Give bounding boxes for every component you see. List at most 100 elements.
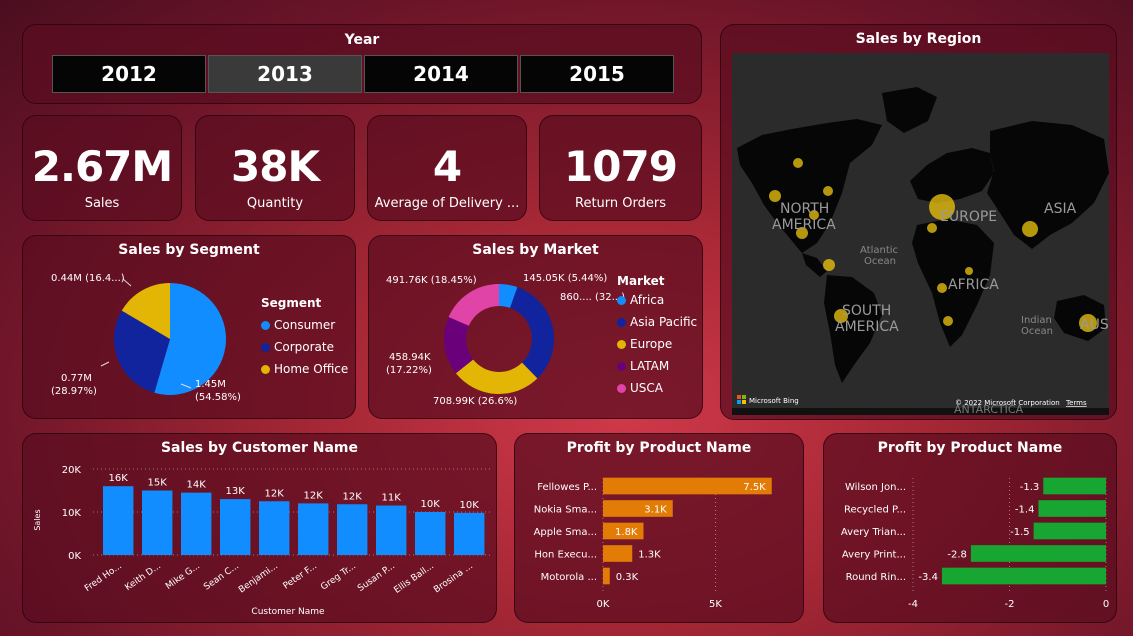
legend-label: LATAM	[630, 359, 670, 373]
profit-bar[interactable]	[941, 567, 1106, 585]
customer-bar[interactable]	[181, 492, 212, 555]
kpi-returns-label: Return Orders	[575, 196, 666, 211]
profit-bar[interactable]	[603, 500, 673, 517]
donut-slice-asia-pacific[interactable]	[510, 287, 554, 379]
profit-bar[interactable]	[603, 545, 633, 562]
y-category-label: Motorola ...	[541, 572, 597, 583]
leader-line-corporate	[100, 361, 110, 367]
customer-bar[interactable]	[142, 490, 173, 556]
customer-bar[interactable]	[454, 512, 485, 555]
profit-bar[interactable]	[603, 522, 644, 540]
profit-bar[interactable]	[603, 567, 610, 585]
bar-data-label: -1.3	[1020, 482, 1040, 493]
sales-bubble[interactable]	[937, 283, 947, 293]
customer-bar[interactable]	[376, 505, 407, 555]
profit-top-chart-title: Profit by Product Name	[566, 440, 752, 456]
x-category-label: Benjami...	[237, 561, 280, 595]
bar-data-label: -2.8	[947, 550, 967, 561]
map-terms-link[interactable]: Terms	[1065, 399, 1087, 407]
x-category-label: Brosina ...	[432, 561, 475, 595]
kpi-card-delivery: 4 Average of Delivery ...	[367, 115, 527, 221]
label-corporate-value: 0.77M	[61, 373, 92, 384]
sales-bubble[interactable]	[1022, 221, 1038, 237]
legend-item-corporate[interactable]: Corporate	[261, 336, 348, 358]
map-brand: Microsoft Bing	[749, 397, 799, 405]
label-consumer-pct: (54.58%)	[195, 392, 241, 403]
bar-data-label: 1.3K	[638, 550, 661, 561]
profit-bar[interactable]	[1038, 500, 1106, 517]
map-label-north-america-2: AMERICA	[772, 217, 836, 233]
sales-bubble[interactable]	[796, 227, 808, 239]
legend-item-europe[interactable]: Europe	[617, 333, 697, 355]
x-tick-label: 0	[1103, 599, 1109, 610]
customer-bar[interactable]	[220, 499, 251, 555]
sales-bubble[interactable]	[929, 194, 955, 220]
bar-data-label: 0.3K	[616, 572, 639, 583]
x-tick-label: 5K	[709, 599, 722, 610]
segment-chart-card: Sales by Segment 0.44M (16.4...) 0.77M (…	[22, 235, 356, 419]
pie-slice-consumer[interactable]	[154, 283, 226, 395]
legend-dot	[617, 317, 626, 327]
profit-bar[interactable]	[970, 545, 1106, 562]
sales-bubble[interactable]	[809, 210, 819, 220]
segment-pie-svg: 0.44M (16.4...) 0.77M (28.97%) 1.45M (54…	[51, 273, 241, 403]
customer-chart-card: Sales by Customer Name Sales Customer Na…	[22, 433, 497, 623]
profit-bottom-chart-title: Profit by Product Name	[877, 440, 1063, 456]
legend-dot	[617, 295, 626, 305]
sales-bubble[interactable]	[823, 186, 833, 196]
donut-slice-europe[interactable]	[455, 359, 538, 394]
customer-x-axis-label: Customer Name	[251, 607, 325, 617]
sales-bubble[interactable]	[793, 158, 803, 168]
sales-bubble[interactable]	[834, 309, 848, 323]
profit-bar[interactable]	[1033, 522, 1106, 540]
sales-bubble[interactable]	[927, 223, 937, 233]
x-category-label: Sean C...	[202, 561, 241, 592]
legend-dot	[261, 320, 270, 330]
sales-bubble[interactable]	[769, 190, 781, 202]
year-option-2013[interactable]: 2013	[208, 55, 362, 93]
landmass-north-america	[737, 119, 882, 253]
sales-bubble[interactable]	[823, 259, 835, 271]
donut-slice-usca[interactable]	[448, 284, 499, 326]
x-tick-label: -4	[908, 599, 918, 610]
x-category-label: Fred Ho...	[83, 561, 124, 594]
sales-bubble[interactable]	[943, 316, 953, 326]
profit-bar[interactable]	[1043, 477, 1106, 495]
year-slicer-title: Year	[344, 32, 380, 48]
legend-item-usca[interactable]: USCA	[617, 377, 697, 399]
donut-slice-latam[interactable]	[444, 317, 474, 374]
bar-data-label: 16K	[109, 473, 129, 484]
customer-bar[interactable]	[259, 501, 290, 555]
x-category-label: Greg Tr...	[319, 561, 358, 592]
kpi-card-sales: 2.67M Sales	[22, 115, 182, 221]
year-option-2014[interactable]: 2014	[364, 55, 518, 93]
legend-item-latam[interactable]: LATAM	[617, 355, 697, 377]
bar-data-label: -1.4	[1015, 505, 1035, 516]
world-map[interactable]: NORTH AMERICA SOUTH AMERICA EUROPE ASIA …	[732, 53, 1109, 415]
sales-bubble[interactable]	[1079, 314, 1097, 332]
customer-bar[interactable]	[415, 512, 446, 555]
legend-item-home-office[interactable]: Home Office	[261, 358, 348, 380]
legend-dot	[261, 342, 270, 352]
profit-top-chart-card: Profit by Product Name 0K 5K Fellowes P...…	[514, 433, 804, 623]
landmass-antarctica	[732, 408, 1109, 415]
region-map-title: Sales by Region	[855, 31, 982, 47]
market-donut	[444, 284, 554, 394]
kpi-quantity-value: 38K	[231, 142, 320, 191]
year-slicer-card: Year 2012 2013 2014 2015	[22, 24, 702, 104]
legend-item-consumer[interactable]: Consumer	[261, 314, 348, 336]
profit-bar[interactable]	[603, 477, 772, 495]
sales-bubble[interactable]	[965, 267, 973, 275]
year-option-2012[interactable]: 2012	[52, 55, 206, 93]
customer-bar[interactable]	[103, 486, 134, 555]
pie-slice-corporate[interactable]	[113, 310, 170, 393]
legend-item-asia-pacific[interactable]: Asia Pacific	[617, 311, 697, 333]
profit-bottom-bar-svg: -4 -2 0 Wilson Jon... -1.3 Recycled P... -1.4 A…	[841, 477, 1109, 610]
legend-item-africa[interactable]: Africa	[617, 289, 697, 311]
pie-slice-home-office[interactable]	[121, 283, 170, 339]
customer-bar[interactable]	[298, 503, 329, 555]
segment-chart-title: Sales by Segment	[118, 242, 260, 258]
donut-slice-africa[interactable]	[499, 284, 518, 308]
customer-bar[interactable]	[337, 504, 368, 555]
year-option-2015[interactable]: 2015	[520, 55, 674, 93]
